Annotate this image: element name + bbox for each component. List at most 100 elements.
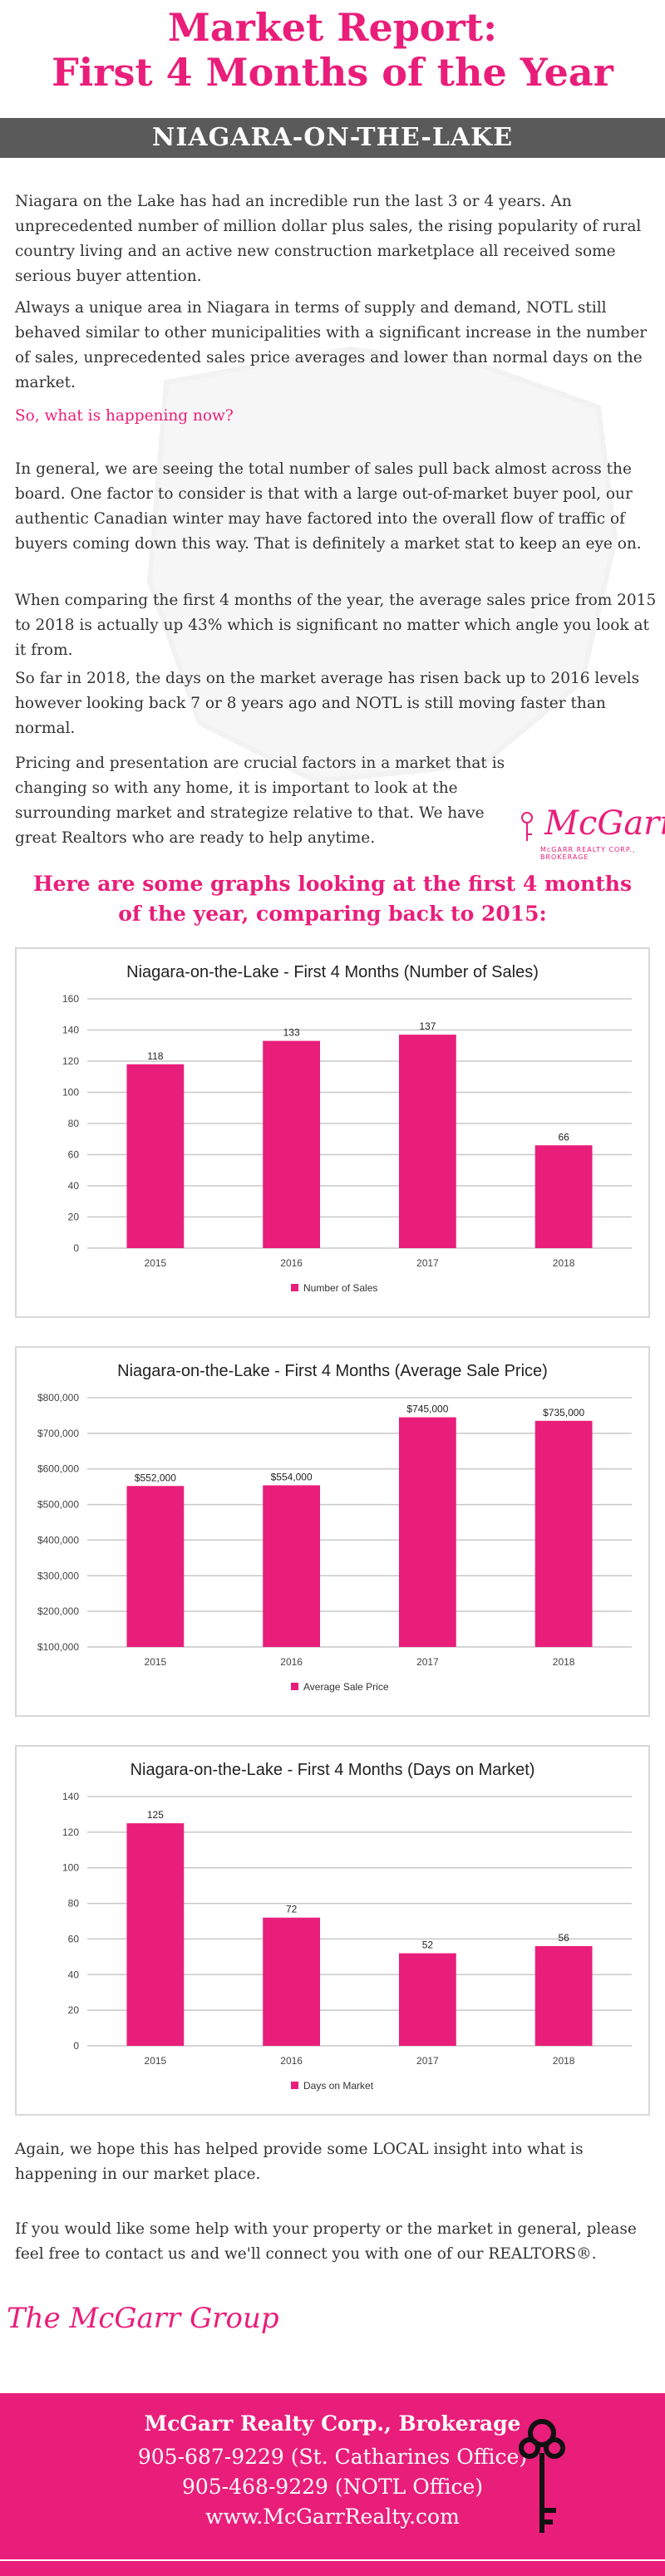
x-tick-label: 2016: [280, 1656, 303, 1668]
y-tick-label: $500,000: [37, 1499, 79, 1511]
key-icon: [519, 2419, 565, 2533]
bar: [534, 1145, 593, 1248]
y-tick-label: 140: [62, 1025, 79, 1036]
bar: [534, 1946, 593, 2046]
y-tick-label: $800,000: [37, 1392, 79, 1404]
x-tick-label: 2015: [145, 1656, 167, 1668]
y-tick-label: 80: [68, 1898, 80, 1910]
mcgarr-logo-subtitle: McGARR REALTY CORP., BROKERAGE: [540, 846, 636, 861]
footer-phone-st-catharines: 905-687-9229 (St. Catharines Office): [137, 2445, 528, 2469]
intro-paragraph-4: When comparing the first 4 months of the…: [15, 592, 657, 659]
y-tick-label: 60: [68, 1933, 80, 1944]
intro-question: So, what is happening now?: [15, 407, 234, 425]
map-watermark-icon: [146, 346, 618, 784]
days-on-market-chart-svg: Niagara-on-the-Lake - First 4 Months (Da…: [62, 1761, 632, 2092]
data-label: $735,000: [543, 1407, 584, 1418]
chart-title: Niagara-on-the-Lake - First 4 Months (Av…: [117, 1362, 548, 1380]
x-tick-label: 2018: [553, 1656, 575, 1668]
graphs-heading-line2: of the year, comparing back to 2015:: [118, 902, 547, 926]
x-tick-label: 2017: [416, 1656, 439, 1668]
intro-paragraph-1: Niagara on the Lake has had an incredibl…: [15, 193, 642, 285]
legend-label: Number of Sales: [303, 1282, 377, 1294]
bar: [126, 1823, 185, 2046]
bar: [263, 1485, 321, 1647]
y-tick-label: $600,000: [37, 1463, 79, 1475]
y-tick-label: 40: [68, 1969, 80, 1980]
x-tick-label: 2017: [416, 2055, 439, 2067]
data-label: 133: [283, 1027, 300, 1039]
x-tick-label: 2018: [553, 2055, 575, 2067]
mcgarr-group-signature: The McGarr Group: [7, 2302, 279, 2335]
chart-title: Niagara-on-the-Lake - First 4 Months (Da…: [131, 1761, 535, 1779]
average-sale-price-chart-svg: Niagara-on-the-Lake - First 4 Months (Av…: [37, 1362, 632, 1693]
intro-paragraph-3: In general, we are seeing the total numb…: [15, 460, 642, 553]
report-title-line2: First 4 Months of the Year: [52, 50, 613, 95]
bar: [263, 1040, 321, 1248]
y-tick-label: $100,000: [37, 1641, 79, 1653]
legend-label: Average Sale Price: [303, 1681, 389, 1693]
data-label: 52: [422, 1939, 434, 1951]
chart-average-sale-price: Niagara-on-the-Lake - First 4 Months (Av…: [15, 1346, 650, 1717]
x-tick-label: 2016: [280, 1257, 303, 1269]
x-tick-label: 2015: [145, 1257, 167, 1269]
y-tick-label: 160: [62, 993, 79, 1005]
y-tick-label: $200,000: [37, 1605, 79, 1617]
y-tick-label: 20: [68, 1212, 80, 1223]
bar: [126, 1064, 185, 1248]
legend-swatch: [291, 2082, 298, 2089]
footer-phone-notl: 905-468-9229 (NOTL Office): [181, 2475, 484, 2499]
intro-paragraph-5: So far in 2018, the days on the market a…: [15, 670, 640, 737]
closing-paragraph-1: Again, we hope this has helped provide s…: [15, 2141, 584, 2183]
data-label: 56: [558, 1932, 569, 1944]
location-banner: NIAGARA-ON-THE-LAKE: [0, 118, 665, 158]
legend-swatch: [291, 1683, 298, 1690]
y-tick-label: 80: [68, 1118, 80, 1129]
data-label: $745,000: [406, 1404, 448, 1415]
bar: [398, 1417, 456, 1647]
footer-band: [0, 2393, 665, 2559]
footer-strip: [0, 2561, 665, 2576]
y-tick-label: 0: [73, 2040, 79, 2052]
y-tick-label: 20: [68, 2004, 80, 2016]
footer-website-link[interactable]: www.McGarrRealty.com: [205, 2505, 460, 2529]
legend-swatch: [291, 1284, 298, 1291]
key-logo-icon: [521, 812, 533, 841]
x-tick-label: 2016: [280, 2055, 303, 2067]
y-tick-label: 100: [62, 1862, 79, 1874]
y-tick-label: 120: [62, 1826, 79, 1838]
y-tick-label: 140: [62, 1791, 79, 1802]
y-tick-label: $300,000: [37, 1570, 79, 1581]
number-of-sales-chart-svg: Niagara-on-the-Lake - First 4 Months (Nu…: [62, 963, 632, 1294]
x-tick-label: 2015: [145, 2055, 167, 2067]
bar: [398, 1953, 456, 2046]
intro-paragraph-2: Always a unique area in Niagara in terms…: [15, 299, 648, 391]
y-tick-label: $400,000: [37, 1534, 79, 1546]
bar: [126, 1486, 185, 1647]
closing-paragraph-2: If you would like some help with your pr…: [15, 2220, 637, 2263]
chart-days-on-market: Niagara-on-the-Lake - First 4 Months (Da…: [15, 1745, 650, 2116]
intro-paragraph-6: Pricing and presentation are crucial fac…: [15, 755, 505, 847]
bar: [398, 1035, 456, 1248]
x-tick-label: 2017: [416, 1257, 439, 1269]
footer-company: McGarr Realty Corp., Brokerage: [144, 2411, 521, 2436]
x-tick-label: 2018: [553, 1257, 575, 1269]
y-tick-label: 0: [73, 1242, 79, 1254]
y-tick-label: 40: [68, 1180, 80, 1192]
data-label: 72: [286, 1904, 298, 1915]
bar: [263, 1917, 321, 2046]
data-label: 118: [147, 1050, 163, 1062]
data-label: 137: [419, 1020, 436, 1032]
y-tick-label: 100: [62, 1087, 79, 1099]
y-tick-label: $700,000: [37, 1428, 79, 1439]
data-label: $554,000: [271, 1471, 313, 1482]
data-label: $552,000: [135, 1472, 176, 1483]
chart-title: Niagara-on-the-Lake - First 4 Months (Nu…: [126, 963, 539, 981]
y-tick-label: 60: [68, 1149, 80, 1161]
data-label: 66: [558, 1131, 569, 1143]
chart-number-of-sales: Niagara-on-the-Lake - First 4 Months (Nu…: [15, 947, 650, 1318]
graphs-heading-line1: Here are some graphs looking at the firs…: [32, 872, 633, 896]
mcgarr-logo-text: McGarr: [544, 804, 665, 843]
report-title-line1: Market Report:: [167, 5, 498, 50]
bar: [534, 1420, 593, 1647]
legend-label: Days on Market: [303, 2080, 374, 2092]
